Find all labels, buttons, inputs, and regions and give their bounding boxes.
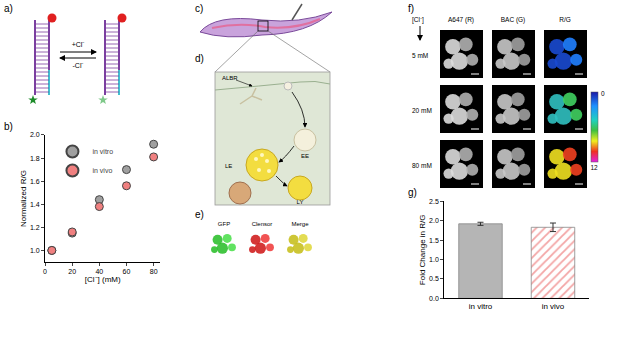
svg-text:[Cl⁻] (mM): [Cl⁻] (mM) [85, 275, 121, 284]
svg-text:40: 40 [95, 268, 103, 275]
svg-text:ALBR: ALBR [222, 75, 238, 81]
svg-text:1.2: 1.2 [30, 224, 40, 231]
svg-text:0.0: 0.0 [429, 295, 439, 302]
svg-text:5 mM: 5 mM [412, 52, 428, 59]
svg-text:BAC (G): BAC (G) [501, 16, 526, 24]
svg-text:Merge: Merge [291, 221, 309, 227]
svg-text:in vitro: in vitro [469, 302, 493, 311]
svg-text:1.4: 1.4 [30, 201, 40, 208]
svg-text:b): b) [4, 121, 13, 132]
svg-text:1.6: 1.6 [30, 178, 40, 185]
svg-text:2.0: 2.0 [30, 131, 40, 138]
svg-text:e): e) [195, 209, 204, 220]
svg-text:a): a) [4, 3, 13, 14]
svg-text:2.0: 2.0 [429, 217, 439, 224]
svg-text:Normalized R/G: Normalized R/G [19, 170, 28, 227]
svg-text:in vitro: in vitro [92, 148, 113, 155]
svg-text:1.0: 1.0 [429, 256, 439, 263]
svg-text:in vivo: in vivo [92, 167, 112, 174]
svg-text:f): f) [408, 3, 414, 14]
svg-text:1.5: 1.5 [429, 237, 439, 244]
svg-text:20 mM: 20 mM [412, 107, 432, 114]
svg-text:80 mM: 80 mM [412, 162, 432, 169]
svg-text:1.0: 1.0 [30, 247, 40, 254]
svg-text:R/G: R/G [559, 16, 571, 23]
svg-text:A647 (R): A647 (R) [448, 16, 474, 24]
svg-text:[Cl⁻]: [Cl⁻] [412, 16, 424, 24]
svg-text:0: 0 [43, 268, 47, 275]
svg-text:-Cl⁻: -Cl⁻ [73, 62, 85, 69]
svg-text:2.5: 2.5 [429, 198, 439, 205]
svg-text:80: 80 [150, 268, 158, 275]
svg-text:Clensor: Clensor [252, 221, 273, 227]
svg-text:c): c) [195, 3, 203, 14]
svg-text:in vivo: in vivo [542, 302, 565, 311]
svg-text:0: 0 [601, 90, 605, 97]
svg-text:+Cl⁻: +Cl⁻ [72, 41, 86, 48]
svg-text:1.8: 1.8 [30, 155, 40, 162]
svg-text:Fold Change in R/G: Fold Change in R/G [418, 214, 427, 285]
svg-text:d): d) [195, 53, 204, 64]
svg-text:GFP: GFP [218, 221, 230, 227]
svg-text:60: 60 [123, 268, 131, 275]
svg-text:20: 20 [68, 268, 76, 275]
svg-text:0.5: 0.5 [429, 275, 439, 282]
svg-text:12: 12 [590, 164, 598, 171]
svg-text:EE: EE [301, 153, 309, 159]
svg-text:LE: LE [225, 163, 232, 169]
svg-text:g): g) [408, 187, 417, 198]
svg-text:LY: LY [297, 199, 304, 205]
